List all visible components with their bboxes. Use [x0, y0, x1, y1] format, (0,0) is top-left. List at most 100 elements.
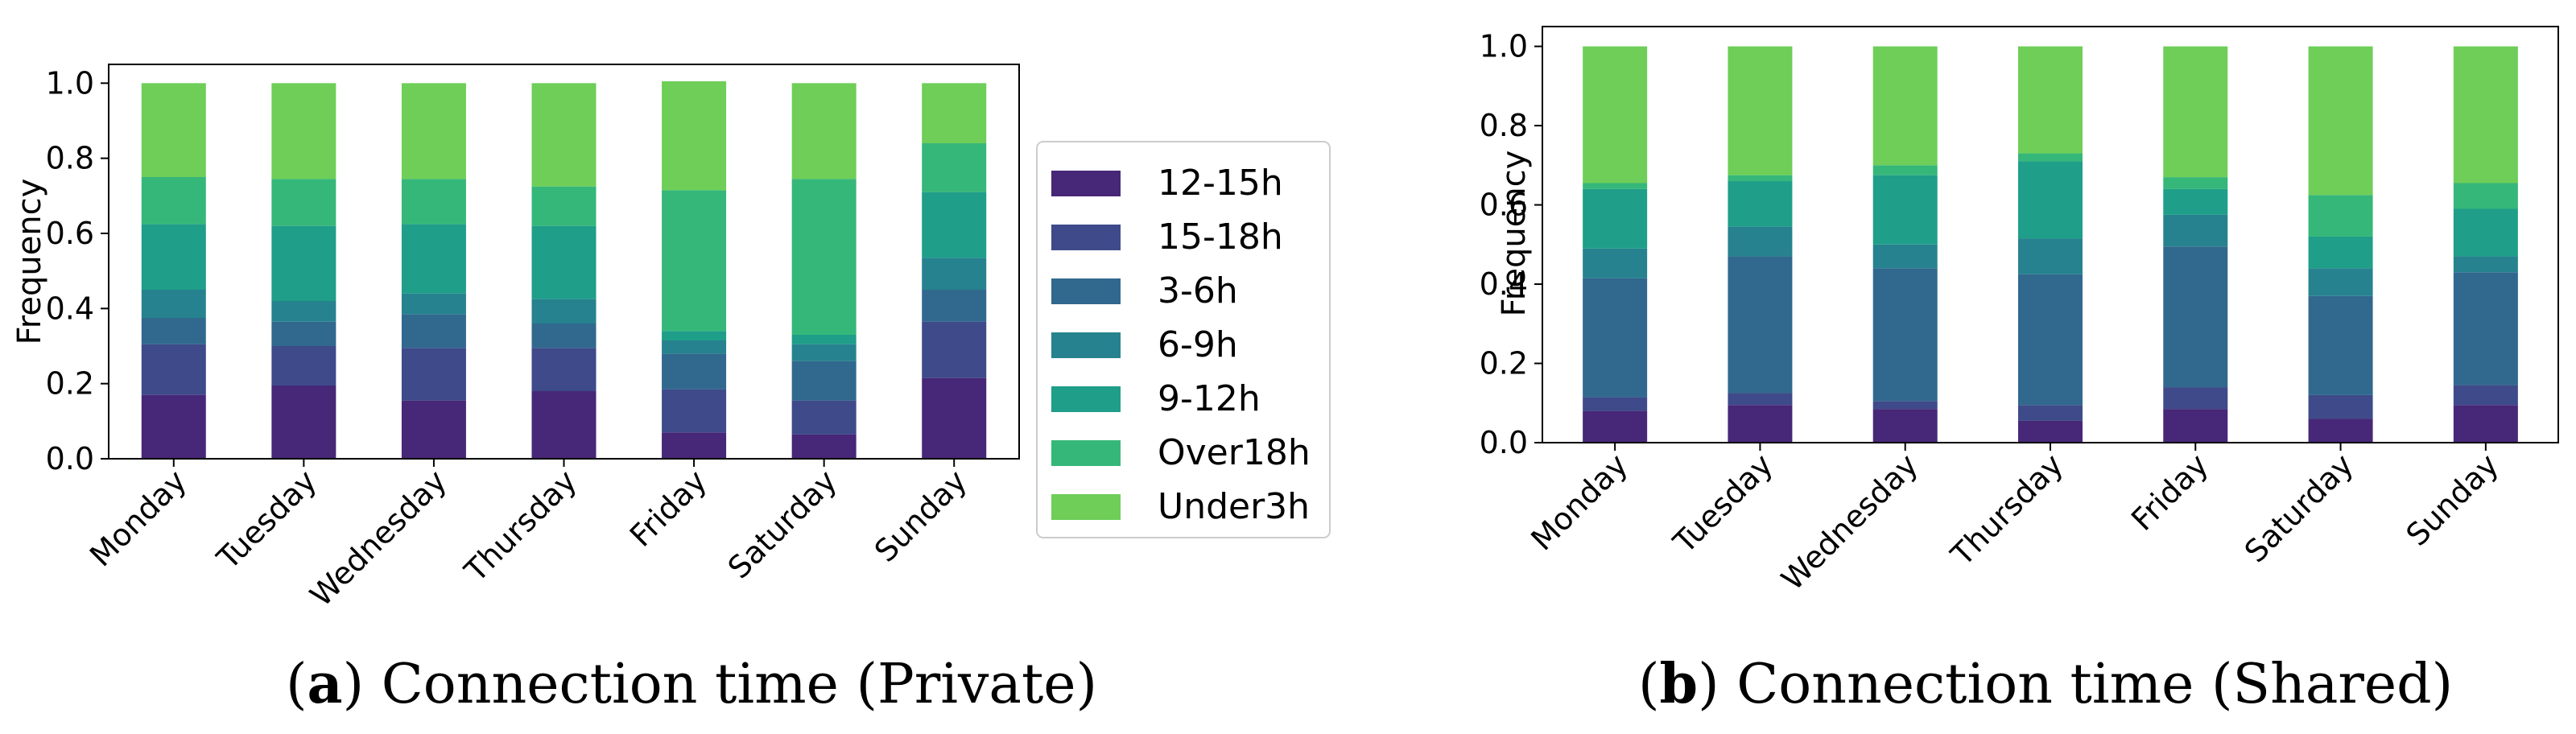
legend-swatch-over18h	[1051, 440, 1121, 466]
bar-wednesday-12-15h	[401, 400, 466, 459]
y-tick-label: 1.0	[1480, 29, 1528, 64]
y-tick-label: 0.6	[46, 216, 94, 251]
bar-monday-12-15h	[1583, 410, 1648, 443]
bar-monday-9-12h	[141, 224, 206, 290]
legend-label-9-12h: 9-12h	[1158, 378, 1261, 419]
y-tick-label: 0.8	[1480, 108, 1528, 143]
bar-thursday-3-6h	[531, 324, 597, 348]
bar-friday-9-12h	[662, 331, 727, 340]
bar-wednesday-over18h	[401, 179, 466, 225]
bar-tuesday-over18h	[271, 179, 336, 226]
x-tick-label-sunday: Sunday	[2400, 447, 2506, 553]
bar-tuesday-12-15h	[271, 386, 336, 459]
bar-tuesday-6-9h	[271, 301, 336, 322]
bar-sunday-3-6h	[2453, 272, 2518, 386]
bar-tuesday-under3h	[1728, 46, 1793, 175]
chart-private: 0.0 0.2 0.4 0.6 0.8 1.0 Monday TuesdayWednesday…	[11, 64, 1331, 613]
bar-wednesday-15-18h	[401, 348, 466, 401]
bar-wednesday-under3h	[401, 83, 466, 179]
y-tick-label: 0.2	[1480, 346, 1528, 381]
bar-friday-under3h	[2163, 46, 2228, 178]
bar-sunday-12-15h	[2453, 405, 2518, 443]
bar-wednesday-over18h	[1872, 165, 1938, 175]
x-tick-label-monday: Monday	[83, 463, 193, 573]
y-tick-label: 0.6	[1480, 188, 1528, 223]
x-tick-label-thursday: Thursday	[457, 463, 584, 589]
legend-swatch-9-12h	[1051, 386, 1121, 412]
legend-label-over18h: Over18h	[1158, 432, 1311, 473]
bar-sunday-12-15h	[922, 377, 987, 459]
legend-swatch-12-15h	[1051, 171, 1121, 196]
caption-b: (b) Connection time (Shared)	[1638, 652, 2454, 716]
caption-b-text: Connection time (Shared)	[1736, 653, 2454, 716]
bar-sunday-9-12h	[922, 192, 987, 258]
bar-tuesday-over18h	[1728, 175, 1793, 182]
bar-friday-under3h	[662, 81, 727, 191]
bar-tuesday-3-6h	[271, 321, 336, 346]
y-tick-label: 0.0	[46, 441, 94, 476]
bar-friday-3-6h	[662, 353, 727, 390]
bar-sunday-under3h	[2453, 46, 2518, 184]
bar-sunday-9-12h	[2453, 208, 2518, 257]
bar-saturday-over18h	[2308, 195, 2373, 237]
x-tick-label-saturday: Saturday	[2238, 447, 2360, 569]
bar-saturday-6-9h	[791, 344, 857, 361]
bar-monday-over18h	[1583, 183, 1648, 189]
x-tick-label-sunday: Sunday	[868, 463, 974, 569]
y-axis-label: Frequency	[1496, 151, 1533, 317]
bar-wednesday-12-15h	[1872, 409, 1938, 443]
bar-monday-6-9h	[141, 290, 206, 318]
y-tick-label: 1.0	[46, 65, 94, 101]
bar-friday-3-6h	[2163, 246, 2228, 388]
bar-saturday-over18h	[791, 179, 857, 335]
legend-swatch-under3h	[1051, 494, 1121, 520]
bar-saturday-9-12h	[791, 335, 857, 344]
y-tick-label: 0.8	[46, 141, 94, 176]
bar-saturday-15-18h	[791, 400, 857, 435]
bar-thursday-6-9h	[531, 299, 597, 324]
y-axis-label: Frequency	[11, 179, 48, 345]
bar-monday-3-6h	[1583, 278, 1648, 398]
caption-a: (a) Connection time (Private)	[286, 652, 1098, 716]
chart-shared: 0.0 0.2 0.4 0.6 0.8 1.0 Monday TuesdayWednesday…	[1480, 26, 2559, 597]
bar-tuesday-9-12h	[271, 225, 336, 301]
bar-thursday-3-6h	[2018, 274, 2083, 406]
bar-friday-over18h	[2163, 177, 2228, 189]
legend-swatch-6-9h	[1051, 332, 1121, 358]
x-tick-label-thursday: Thursday	[1944, 447, 2070, 573]
bar-sunday-15-18h	[2453, 385, 2518, 406]
bar-wednesday-9-12h	[401, 224, 466, 294]
bar-sunday-over18h	[922, 143, 987, 192]
bar-saturday-15-18h	[2308, 394, 2373, 419]
bar-sunday-6-9h	[2453, 256, 2518, 273]
x-tick-label-tuesday: Tuesday	[1666, 447, 1780, 560]
bar-thursday-12-15h	[2018, 420, 2083, 443]
bar-sunday-6-9h	[922, 258, 987, 290]
bar-wednesday-15-18h	[1872, 401, 1938, 410]
bar-wednesday-6-9h	[1872, 244, 1938, 269]
bar-thursday-9-12h	[531, 225, 597, 299]
bar-saturday-under3h	[2308, 46, 2373, 196]
bar-sunday-over18h	[2453, 183, 2518, 209]
bar-sunday-under3h	[922, 83, 987, 143]
x-tick-label-tuesday: Tuesday	[210, 463, 324, 576]
bar-monday-12-15h	[141, 394, 206, 459]
legend-label-12-15h: 12-15h	[1158, 163, 1283, 204]
bar-friday-over18h	[662, 190, 727, 332]
bar-friday-9-12h	[2163, 188, 2228, 215]
x-tick-label-saturday: Saturday	[721, 463, 844, 585]
bar-thursday-9-12h	[2018, 161, 2083, 239]
bar-wednesday-under3h	[1872, 46, 1938, 166]
caption-b-label: b	[1659, 652, 1699, 716]
y-tick-label: 0.2	[46, 366, 94, 402]
bar-monday-15-18h	[141, 344, 206, 395]
bar-sunday-15-18h	[922, 321, 987, 378]
bar-wednesday-9-12h	[1872, 175, 1938, 245]
bar-monday-3-6h	[141, 318, 206, 344]
bar-thursday-under3h	[531, 83, 597, 187]
bar-monday-15-18h	[1583, 397, 1648, 411]
bar-thursday-15-18h	[2018, 405, 2083, 421]
y-tick-label: 0.0	[1480, 425, 1528, 460]
bar-wednesday-6-9h	[401, 293, 466, 315]
